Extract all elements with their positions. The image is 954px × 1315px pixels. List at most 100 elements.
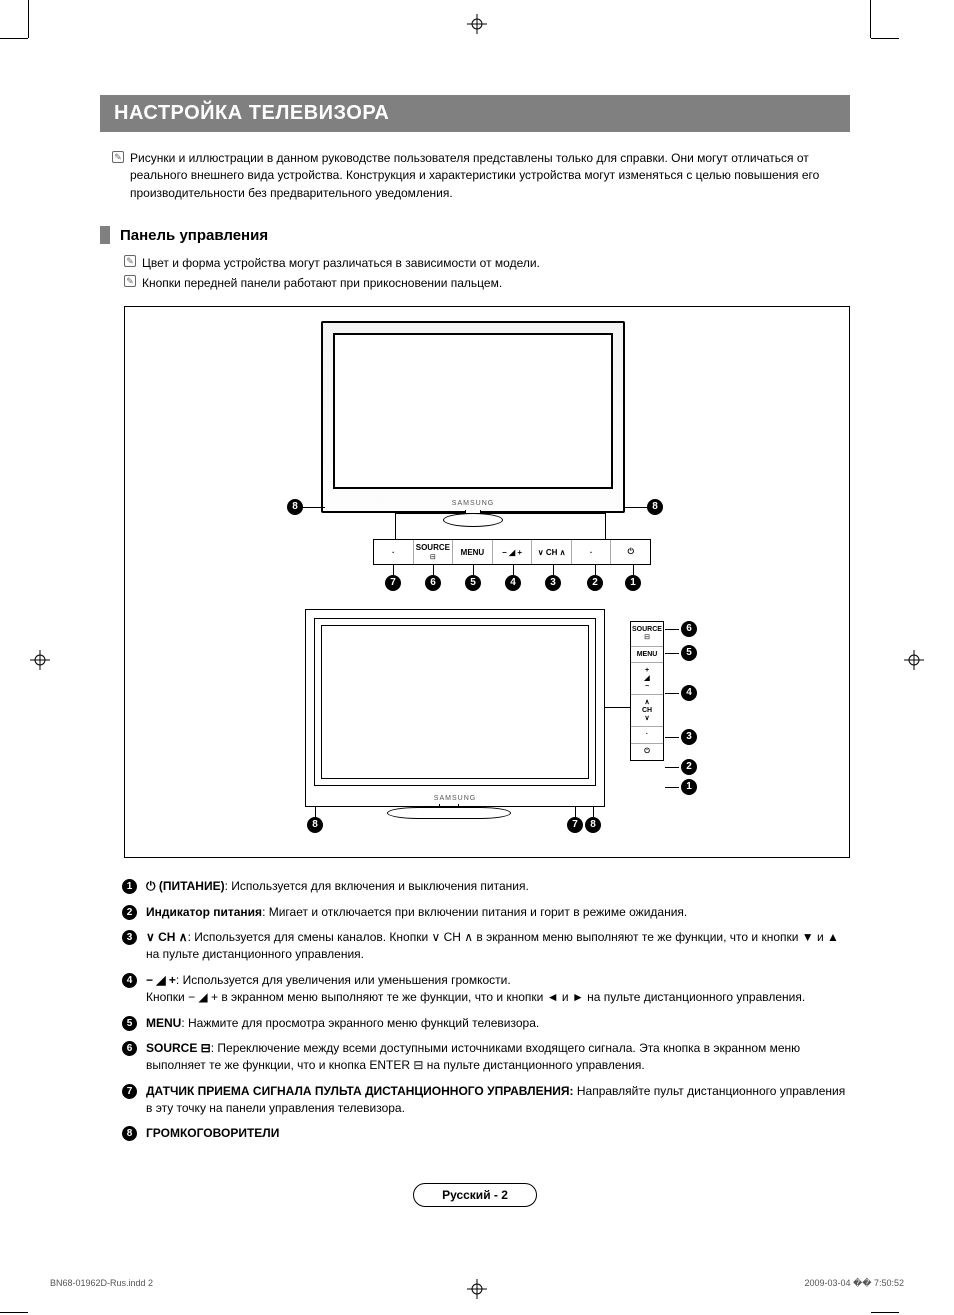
leader-line <box>553 565 554 575</box>
def-text: : Нажмите для просмотра экранного меню ф… <box>181 1016 539 1030</box>
page-title: НАСТРОЙКА ТЕЛЕВИЗОРА <box>100 95 850 132</box>
enter-icon: ⊟ <box>430 553 436 561</box>
definition-item: 1 ⏻ (ПИТАНИЕ): Используется для включени… <box>110 878 850 895</box>
definition-item: 8 ГРОМКОГОВОРИТЕЛИ <box>110 1125 850 1142</box>
callout-badge: 8 <box>307 817 323 833</box>
def-text: : Используется для включения и выключени… <box>225 879 529 893</box>
callout-badge: 8 <box>287 499 303 515</box>
page-footer: Русский - 2 <box>100 1183 850 1207</box>
intro-text: Рисунки и иллюстрации в данном руководст… <box>130 151 819 200</box>
def-label: ДАТЧИК ПРИЕМА СИГНАЛА ПУЛЬТА ДИСТАНЦИОНН… <box>146 1084 574 1098</box>
source-button: SOURCE⊟ <box>414 540 454 564</box>
page-content: НАСТРОЙКА ТЕЛЕВИЗОРА ✎ Рисунки и иллюстр… <box>100 95 850 1207</box>
tv-stand <box>387 807 511 819</box>
def-label: ГРОМКОГОВОРИТЕЛИ <box>146 1126 279 1140</box>
registration-mark-icon <box>30 650 50 670</box>
callout-badge: 5 <box>681 645 697 661</box>
down-icon: ∨ <box>631 715 663 723</box>
leader-line <box>303 507 325 508</box>
power-button: ⏻ <box>611 540 650 564</box>
crop-mark <box>0 38 28 39</box>
page-number-pill: Русский - 2 <box>413 1183 537 1207</box>
leader-line <box>625 507 647 508</box>
crop-mark <box>28 0 29 38</box>
print-file: BN68-01962D-Rus.indd 2 <box>50 1278 153 1289</box>
def-label: ∨ CH ∧ <box>146 930 188 944</box>
leader-line <box>665 653 679 654</box>
leader-line <box>665 787 679 788</box>
volume-button: +◢− <box>631 663 663 695</box>
menu-button: MENU <box>631 647 663 664</box>
callout-badge: 2 <box>587 575 603 591</box>
note-row: ✎ Цвет и форма устройства могут различат… <box>100 254 850 272</box>
def-text-2: Кнопки − ◢ + в экранном меню выполняют т… <box>146 990 805 1004</box>
notes-block: ✎ Цвет и форма устройства могут различат… <box>100 254 850 292</box>
def-text: : Мигает и отключается при включении пит… <box>262 905 687 919</box>
leader-line <box>633 565 634 575</box>
definition-item: 6 SOURCE ⊟: Переключение между всеми дос… <box>110 1040 850 1075</box>
crop-mark <box>871 1312 899 1313</box>
menu-button: MENU <box>453 540 493 564</box>
up-icon: ∧ <box>631 699 663 707</box>
source-button: SOURCE⊟ <box>631 622 663 646</box>
callout-badge: 8 <box>647 499 663 515</box>
diagram-container: SAMSUNG 8 8 · SOURCE⊟ MENU − ◢ + ∨ CH ∧ … <box>124 306 850 858</box>
intro-note: ✎ Рисунки и иллюстрации в данном руковод… <box>100 150 850 202</box>
tv-screen <box>333 333 613 489</box>
sensor-dot: · <box>374 540 414 564</box>
def-text: : Используется для увеличения или уменьш… <box>176 973 511 987</box>
leader-line <box>395 513 396 539</box>
callout-badge: 8 <box>585 817 601 833</box>
section-marker-icon <box>100 226 110 244</box>
callout-badge: 1 <box>681 779 697 795</box>
definitions-list: 1 ⏻ (ПИТАНИЕ): Используется для включени… <box>110 878 850 1143</box>
callout-badge: 7 <box>385 575 401 591</box>
leader-line <box>593 807 594 817</box>
button-strip-vertical: SOURCE⊟ MENU +◢− ∧CH∨ · ⏻ <box>630 621 664 761</box>
def-number-badge: 6 <box>122 1041 137 1056</box>
def-number-badge: 3 <box>122 930 137 945</box>
callout-badge: 1 <box>625 575 641 591</box>
definition-item: 7 ДАТЧИК ПРИЕМА СИГНАЛА ПУЛЬТА ДИСТАНЦИО… <box>110 1083 850 1118</box>
crop-mark <box>0 1312 28 1313</box>
leader-line <box>395 513 605 514</box>
registration-mark-icon <box>904 650 924 670</box>
note-icon: ✎ <box>124 275 136 287</box>
def-text: : Используется для смены каналов. Кнопки… <box>146 930 839 961</box>
vol-icon: ◢ <box>631 675 663 683</box>
leader-line <box>315 807 316 817</box>
note-icon: ✎ <box>124 255 136 267</box>
callout-badge: 4 <box>505 575 521 591</box>
def-number-badge: 2 <box>122 905 137 920</box>
tv-brand-label: SAMSUNG <box>306 795 604 802</box>
leader-line <box>665 737 679 738</box>
def-label: SOURCE ⊟ <box>146 1041 211 1055</box>
btn-label: SOURCE <box>631 626 663 634</box>
note-row: ✎ Кнопки передней панели работают при пр… <box>100 274 850 292</box>
leader-line <box>473 565 474 575</box>
channel-button: ∨ CH ∧ <box>532 540 572 564</box>
crop-mark <box>871 38 899 39</box>
tv-side-diagram: SAMSUNG <box>305 609 605 807</box>
leader-line <box>513 565 514 575</box>
def-number-badge: 8 <box>122 1126 137 1141</box>
crop-mark <box>870 0 871 38</box>
def-number-badge: 1 <box>122 879 137 894</box>
callout-badge: 5 <box>465 575 481 591</box>
leader-line <box>575 807 576 817</box>
tv-front-diagram: SAMSUNG <box>321 321 625 513</box>
definition-item: 5 MENU: Нажмите для просмотра экранного … <box>110 1015 850 1032</box>
leader-line <box>433 565 434 575</box>
callout-badge: 6 <box>425 575 441 591</box>
registration-mark-icon <box>467 14 487 34</box>
callout-badge: 3 <box>545 575 561 591</box>
leader-line <box>665 629 679 630</box>
definition-item: 2 Индикатор питания: Мигает и отключаетс… <box>110 904 850 921</box>
plus-icon: + <box>631 667 663 675</box>
def-number-badge: 4 <box>122 973 137 988</box>
tv-screen <box>321 625 589 779</box>
def-label: MENU <box>146 1016 181 1030</box>
leader-line <box>595 565 596 575</box>
def-label: ⏻ (ПИТАНИЕ) <box>146 879 225 893</box>
enter-icon: ⊟ <box>631 634 663 642</box>
